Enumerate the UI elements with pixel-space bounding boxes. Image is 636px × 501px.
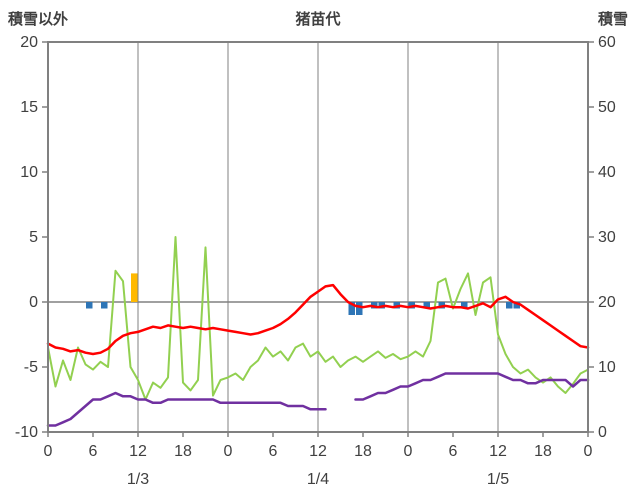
y-right-tick-label: 50 bbox=[598, 99, 616, 116]
precipitation-blue-bars bbox=[371, 302, 378, 309]
x-tick-label: 18 bbox=[534, 443, 552, 460]
x-tick-label: 0 bbox=[224, 443, 233, 460]
date-label: 1/4 bbox=[307, 471, 329, 488]
y-right-tick-label: 30 bbox=[598, 229, 616, 246]
precipitation-blue-bars bbox=[461, 302, 468, 309]
y-right-tick-label: 0 bbox=[598, 424, 607, 441]
y-left-tick-label: 0 bbox=[29, 294, 38, 311]
precipitation-blue-bars bbox=[86, 302, 93, 309]
right-axis-title: 積雪 bbox=[597, 10, 628, 28]
y-right-tick-label: 10 bbox=[598, 359, 616, 376]
x-tick-label: 12 bbox=[129, 443, 147, 460]
y-left-tick-label: -5 bbox=[24, 359, 38, 376]
precipitation-blue-bars bbox=[348, 302, 355, 315]
y-left-tick-label: 5 bbox=[29, 229, 38, 246]
precipitation-blue-bars bbox=[423, 302, 430, 309]
y-left-tick-label: 10 bbox=[20, 164, 38, 181]
x-tick-label: 6 bbox=[269, 443, 278, 460]
precipitation-blue-bars bbox=[378, 302, 385, 309]
y-right-tick-label: 60 bbox=[598, 34, 616, 51]
y-right-tick-label: 20 bbox=[598, 294, 616, 311]
left-axis-title: 積雪以外 bbox=[7, 10, 68, 28]
precipitation-blue-bars bbox=[408, 302, 415, 309]
x-tick-label: 6 bbox=[449, 443, 458, 460]
date-label: 1/3 bbox=[127, 471, 149, 488]
x-tick-label: 12 bbox=[309, 443, 327, 460]
precipitation-blue-bars bbox=[513, 302, 520, 309]
x-tick-label: 0 bbox=[44, 443, 53, 460]
x-tick-label: 18 bbox=[174, 443, 192, 460]
x-tick-label: 6 bbox=[89, 443, 98, 460]
precipitation-blue-bars bbox=[393, 302, 400, 309]
precipitation-blue-bars bbox=[438, 302, 445, 309]
y-left-tick-label: 15 bbox=[20, 99, 38, 116]
x-tick-label: 12 bbox=[489, 443, 507, 460]
y-left-tick-label: -10 bbox=[15, 424, 38, 441]
snow-depth-purple-line bbox=[354, 372, 590, 401]
y-right-tick-label: 40 bbox=[598, 164, 616, 181]
temperature-red-line bbox=[46, 283, 590, 356]
x-tick-label: 0 bbox=[404, 443, 413, 460]
precipitation-blue-bars bbox=[356, 302, 363, 315]
precipitation-blue-bars bbox=[101, 302, 108, 309]
wind-green-line bbox=[47, 236, 589, 401]
y-left-tick-label: 20 bbox=[20, 34, 38, 51]
sunshine-orange-bar bbox=[131, 273, 138, 302]
snow-depth-purple-line bbox=[46, 391, 327, 427]
date-label: 1/5 bbox=[487, 471, 509, 488]
precipitation-blue-bars bbox=[506, 302, 513, 309]
chart-title: 猪苗代 bbox=[294, 10, 340, 28]
x-tick-label: 0 bbox=[584, 443, 593, 460]
x-tick-label: 18 bbox=[354, 443, 372, 460]
